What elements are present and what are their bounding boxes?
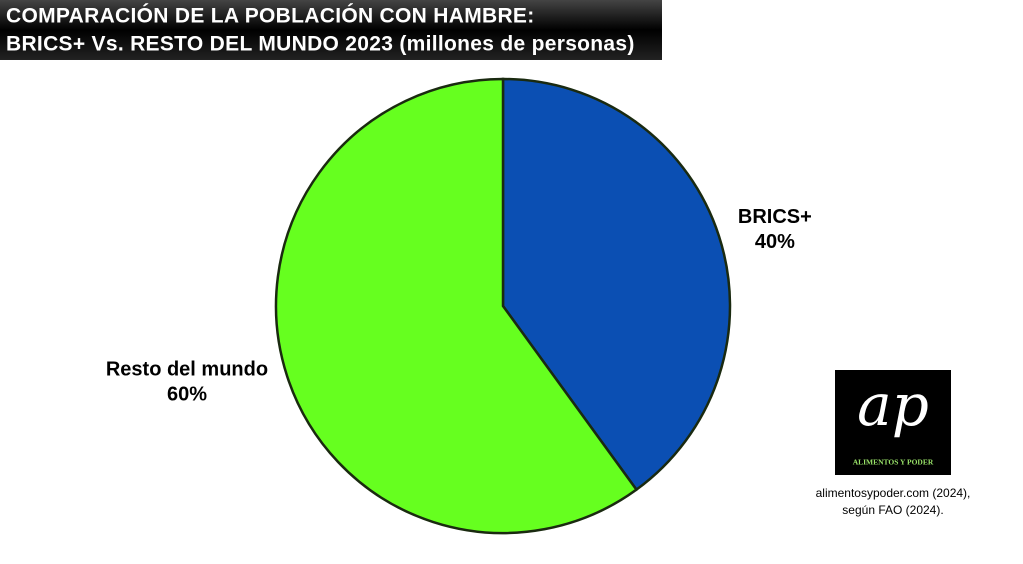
logo-mark: ap (857, 371, 929, 439)
chart-title: BRICS+ Vs. RESTO DEL MUNDO 2023 (millone… (6, 33, 635, 56)
logo: ap ALIMENTOS Y PODER (835, 370, 951, 475)
pie-slice (274, 77, 639, 535)
chart-title: COMPARACIÓN DE LA POBLACIÓN CON HAMBRE: (6, 4, 535, 28)
logo-box (835, 370, 951, 475)
value-label: 40% (755, 231, 795, 253)
source: según FAO (2024). (842, 503, 943, 517)
slice-label: Resto del mundo (106, 359, 268, 381)
logo-text: ALIMENTOS Y PODER (853, 458, 934, 467)
pie (274, 77, 732, 535)
value-label: 60% (167, 384, 207, 406)
title-box (0, 0, 662, 60)
source: alimentosypoder.com (2024), (816, 486, 971, 500)
pie-slice (501, 77, 732, 492)
slice-label: BRICS+ (738, 206, 812, 228)
